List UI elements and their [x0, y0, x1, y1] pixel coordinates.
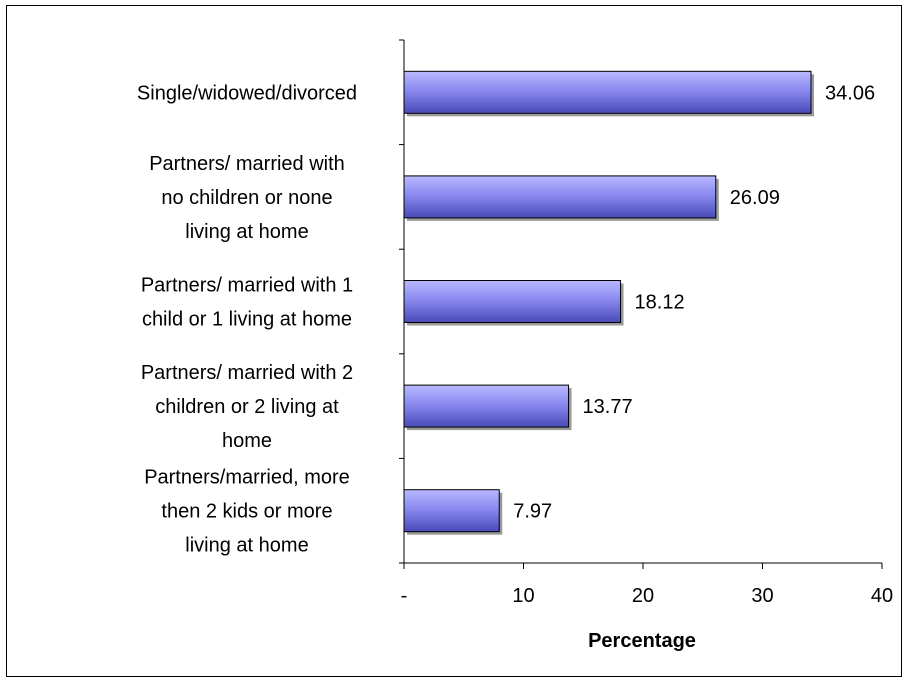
- category-label-0: Single/widowed/divorced: [137, 82, 357, 104]
- bars: [403, 70, 815, 535]
- bar-1: [403, 175, 717, 219]
- category-label-line: children or 2 living at: [155, 396, 339, 418]
- value-label-0: 34.06: [825, 82, 875, 104]
- category-label-line: Partners/married, more: [144, 467, 350, 489]
- category-label-line: Single/widowed/divorced: [137, 82, 357, 104]
- value-label-2: 18.12: [635, 292, 685, 314]
- x-tick-label-0: -: [401, 585, 408, 607]
- x-tick-label-3: 30: [751, 585, 773, 607]
- chart-frame: Single/widowed/divorced Partners/ married…: [6, 5, 902, 677]
- value-labels: 34.06 26.09 18.12 13.77 7.97: [513, 82, 875, 522]
- category-labels: Single/widowed/divorced Partners/ married…: [137, 82, 357, 556]
- value-label-3: 13.77: [583, 396, 633, 418]
- category-label-line: Partners/ married with 2: [141, 362, 353, 384]
- value-label-1: 26.09: [730, 187, 780, 209]
- category-label-1: Partners/ married with no children or non…: [149, 153, 345, 243]
- value-label-4: 7.97: [513, 501, 552, 523]
- category-label-4: Partners/married, more then 2 kids or mor…: [144, 467, 350, 557]
- bar-2: [403, 280, 622, 323]
- bar-0: [403, 70, 812, 114]
- bar-4: [403, 489, 500, 533]
- category-label-3: Partners/ married with 2 children or 2 li…: [141, 362, 353, 452]
- x-tick-label-2: 20: [632, 585, 654, 607]
- x-tick-labels: - 10 20 30 40: [401, 585, 893, 607]
- x-tick-label-1: 10: [512, 585, 534, 607]
- category-label-line: child or 1 living at home: [142, 309, 352, 331]
- x-axis-title: Percentage: [588, 630, 696, 652]
- bar-chart: Single/widowed/divorced Partners/ married…: [137, 39, 893, 652]
- category-label-line: no children or none: [161, 187, 332, 209]
- category-label-2: Partners/ married with 1 child or 1 livin…: [141, 275, 353, 331]
- bar-3: [403, 384, 570, 428]
- category-label-line: Partners/ married with: [149, 153, 345, 175]
- category-label-line: Partners/ married with 1: [141, 275, 353, 297]
- category-label-line: then 2 kids or more: [161, 501, 332, 523]
- category-label-line: living at home: [185, 221, 308, 243]
- category-label-line: home: [222, 430, 272, 452]
- category-label-line: living at home: [185, 535, 308, 557]
- x-tick-label-4: 40: [871, 585, 893, 607]
